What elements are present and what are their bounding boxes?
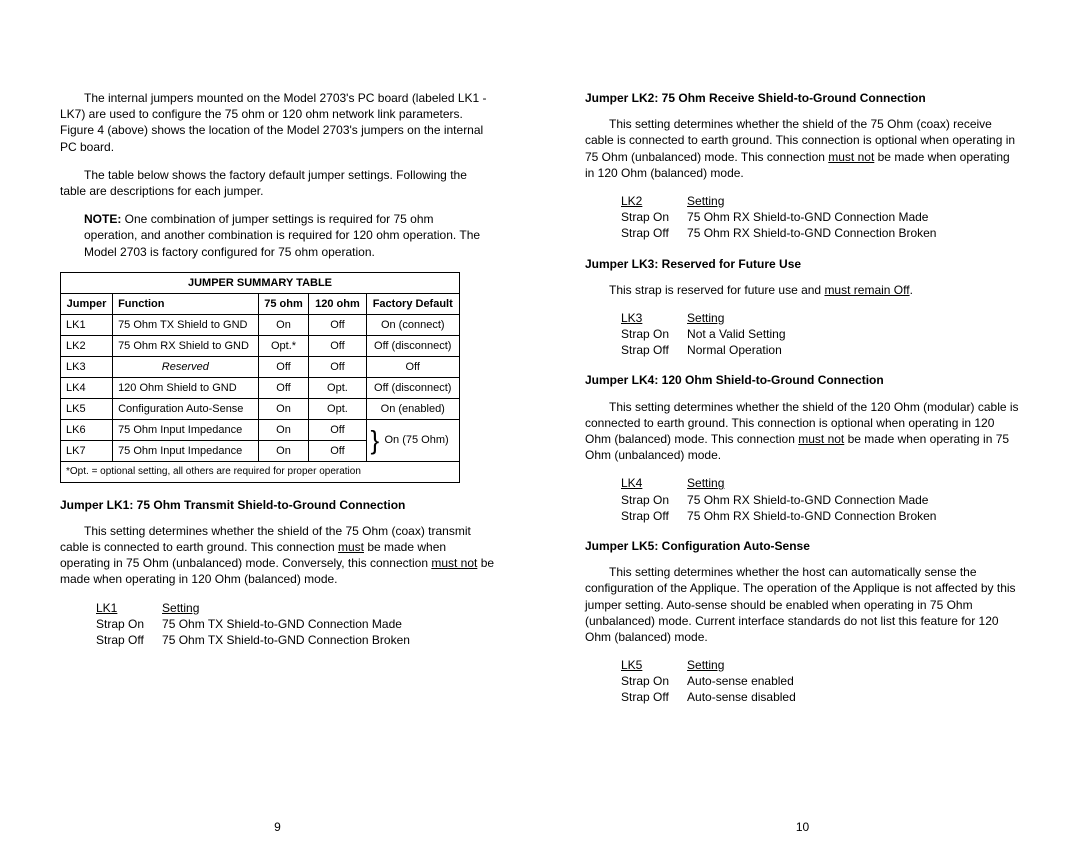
th-jumper: Jumper [61,293,113,314]
note-paragraph: NOTE: One combination of jumper settings… [84,211,487,260]
lk3-heading: Jumper LK3: Reserved for Future Use [585,256,1020,272]
lk5-paragraph: This setting determines whether the host… [585,564,1020,645]
lk4-paragraph: This setting determines whether the shie… [585,399,1020,464]
page-number-right: 10 [585,820,1020,834]
intro-para-2: The table below shows the factory defaul… [60,167,495,199]
table-row: LK4 120 Ohm Shield to GND Off Opt. Off (… [61,377,460,398]
table-title: JUMPER SUMMARY TABLE [61,272,460,293]
lk5-settings-table: LK5Setting Strap OnAuto-sense enabled St… [621,657,814,706]
table-row: LK3 Reserved Off Off Off [61,356,460,377]
page-right: Jumper LK2: 75 Ohm Receive Shield-to-Gro… [540,0,1080,854]
lk1-paragraph: This setting determines whether the shie… [60,523,495,588]
th-function: Function [113,293,259,314]
intro-para-1: The internal jumpers mounted on the Mode… [60,90,495,155]
lk3-paragraph: This strap is reserved for future use an… [585,282,1020,298]
lk1-heading: Jumper LK1: 75 Ohm Transmit Shield-to-Gr… [60,497,495,513]
table-header-row: Jumper Function 75 ohm 120 ohm Factory D… [61,293,460,314]
th-120ohm: 120 ohm [309,293,366,314]
table-row: LK1 75 Ohm TX Shield to GND On Off On (c… [61,314,460,335]
note-text: One combination of jumper settings is re… [84,212,480,258]
lk1-settings-table: LK1Setting Strap On75 Ohm TX Shield-to-G… [96,600,428,649]
page-spread: The internal jumpers mounted on the Mode… [0,0,1080,854]
lk4-heading: Jumper LK4: 120 Ohm Shield-to-Ground Con… [585,372,1020,388]
merged-default-cell: } On (75 Ohm) [366,419,460,461]
lk3-settings-table: LK3Setting Strap OnNot a Valid Setting S… [621,310,804,359]
note-label: NOTE: [84,212,121,226]
page-number-left: 9 [60,820,495,834]
table-footnote: *Opt. = optional setting, all others are… [61,461,460,482]
lk2-paragraph: This setting determines whether the shie… [585,116,1020,181]
th-default: Factory Default [366,293,460,314]
jumper-summary-table: JUMPER SUMMARY TABLE Jumper Function 75 … [60,272,460,483]
table-row: LK5 Configuration Auto-Sense On Opt. On … [61,398,460,419]
page-left: The internal jumpers mounted on the Mode… [0,0,540,854]
th-75ohm: 75 ohm [258,293,309,314]
lk2-settings-table: LK2Setting Strap On75 Ohm RX Shield-to-G… [621,193,954,242]
lk5-heading: Jumper LK5: Configuration Auto-Sense [585,538,1020,554]
lk2-heading: Jumper LK2: 75 Ohm Receive Shield-to-Gro… [585,90,1020,106]
table-row: LK6 75 Ohm Input Impedance On Off } On (… [61,419,460,440]
lk4-settings-table: LK4Setting Strap On75 Ohm RX Shield-to-G… [621,475,954,524]
table-row: LK2 75 Ohm RX Shield to GND Opt.* Off Of… [61,335,460,356]
